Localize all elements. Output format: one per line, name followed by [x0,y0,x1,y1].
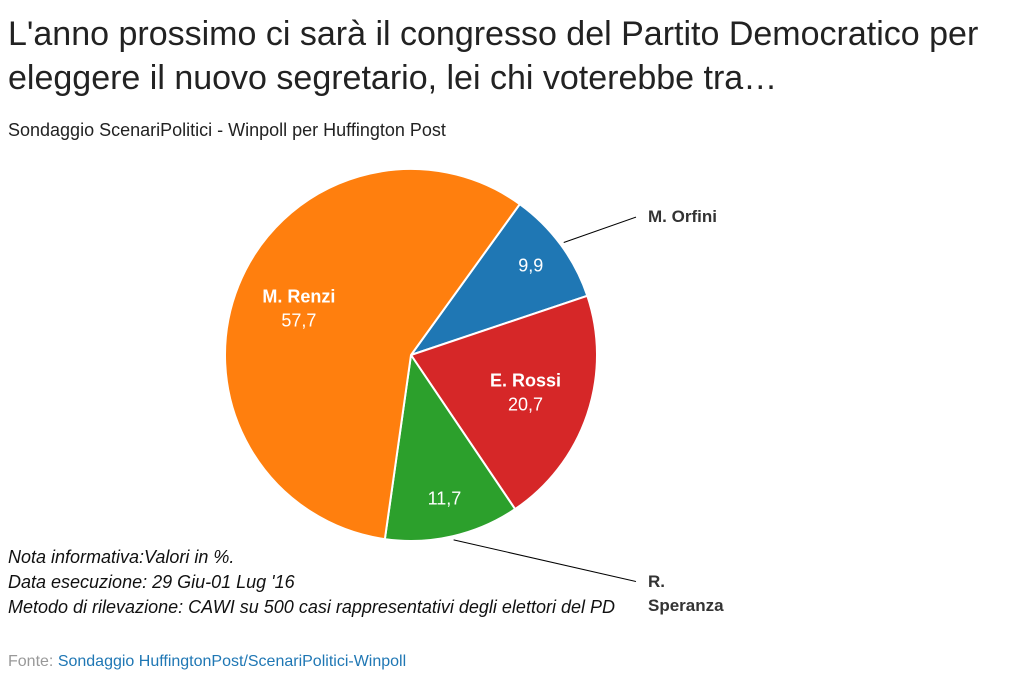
chart-subtitle: Sondaggio ScenariPolitici - Winpoll per … [8,120,446,140]
pie-slice [383,352,517,542]
pie-slice [408,202,589,357]
value-label: 57,7 [281,311,316,331]
slice-name: M. Orfini [648,207,717,227]
slice-name: E. Rossi [490,371,561,391]
note: Nota informativa:Valori in %. [8,547,235,567]
notes: Nota informativa:Valori in %. Data esecu… [8,545,615,620]
slice-name: R. Speranza [648,571,724,615]
leader-line [563,216,637,243]
source-label: Fonte: [8,653,54,670]
source: Fonte: Sondaggio HuffingtonPost/ScenariP… [8,653,406,671]
slice-name: M. Renzi [262,287,335,307]
value-label: 11,7 [428,489,462,509]
pie-slice [409,294,598,511]
note: Metodo di rilevazione: CAWI su 500 casi … [8,597,615,617]
leader-line [453,539,637,583]
value-label: 20,7 [508,395,543,415]
chart-title: L'anno prossimo ci sarà il congresso del… [8,15,979,97]
pie-slice [224,168,522,541]
source-link[interactable]: Sondaggio HuffingtonPost/ScenariPolitici… [57,653,407,670]
value-label: 9,9 [518,255,543,275]
note: Data esecuzione: 29 Giu-01 Lug '16 [8,572,295,592]
